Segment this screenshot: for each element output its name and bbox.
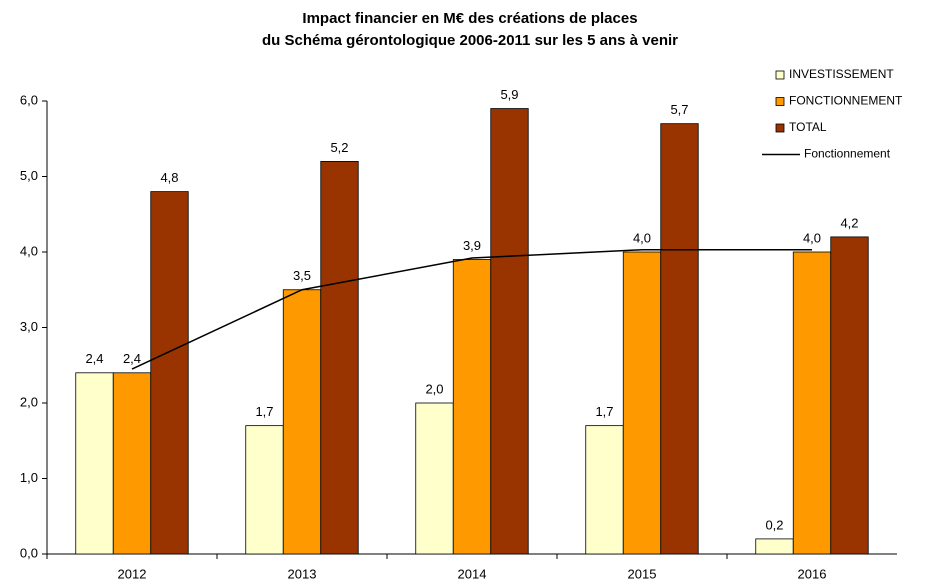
legend-label: Fonctionnement — [804, 147, 891, 161]
y-tick-label: 3,0 — [20, 319, 38, 334]
legend-swatch — [775, 97, 785, 106]
data-label: 4,2 — [840, 215, 858, 230]
y-tick-label: 0,0 — [20, 545, 38, 560]
data-label: 1,7 — [255, 404, 273, 419]
bar — [622, 251, 662, 555]
bar — [490, 108, 529, 555]
line — [131, 248, 812, 370]
data-label: 5,9 — [500, 87, 518, 102]
data-label: 2,0 — [425, 381, 443, 396]
data-label: 4,0 — [633, 230, 651, 245]
y-tick-label: 5,0 — [20, 168, 38, 183]
legend-swatch — [775, 123, 785, 133]
x-tick-label: 2014 — [458, 566, 487, 581]
bar — [75, 372, 114, 555]
data-label: 5,7 — [670, 102, 688, 117]
chart-title: du Schéma gérontologique 2006-2011 sur l… — [262, 32, 678, 49]
data-label: 4,0 — [803, 230, 821, 245]
x-tick-label: 2016 — [798, 566, 827, 581]
data-label: 4,8 — [160, 170, 178, 185]
legend-label: FONCTIONNEMENT — [789, 94, 903, 108]
y-tick-label: 1,0 — [20, 470, 38, 485]
x-tick-label: 2013 — [288, 566, 317, 581]
chart-title: Impact financier en M€ des créations de … — [302, 10, 637, 27]
data-label: 3,5 — [293, 268, 311, 283]
y-tick-label: 4,0 — [20, 243, 38, 258]
bar — [585, 425, 624, 555]
legend-label: INVESTISSEMENT — [789, 67, 894, 81]
bar — [792, 251, 832, 555]
data-label: 1,7 — [595, 404, 613, 419]
x-tick-label: 2012 — [118, 566, 147, 581]
x-tick-label: 2015 — [628, 566, 657, 581]
legend-label: TOTAL — [789, 120, 827, 134]
bar — [452, 259, 492, 555]
bar — [755, 538, 794, 555]
bar — [282, 289, 322, 555]
bar — [415, 402, 454, 555]
bar — [150, 191, 189, 555]
bar — [112, 372, 152, 555]
data-label: 2,4 — [85, 351, 103, 366]
bar — [245, 425, 284, 555]
bar — [660, 123, 699, 555]
legend-swatch — [775, 70, 785, 80]
y-tick-label: 6,0 — [20, 92, 38, 107]
y-tick-label: 2,0 — [20, 394, 38, 409]
bar — [830, 236, 869, 555]
data-label: 2,4 — [123, 351, 141, 366]
data-label: 0,2 — [765, 517, 783, 532]
data-label: 5,2 — [330, 140, 348, 155]
data-label: 3,9 — [463, 238, 481, 253]
bar — [320, 160, 359, 555]
